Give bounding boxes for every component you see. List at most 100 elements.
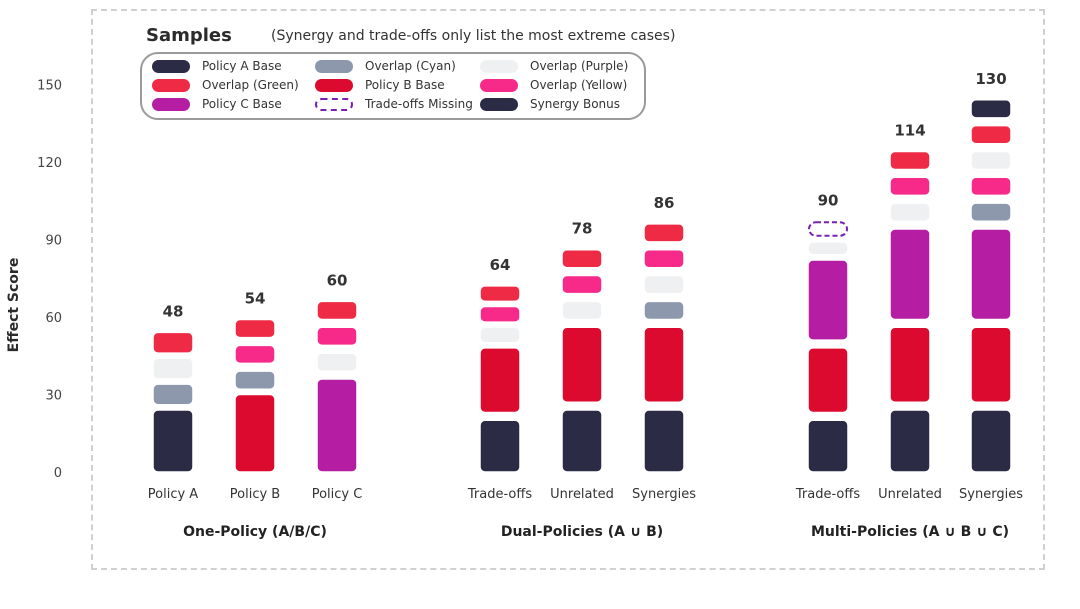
bar-total-label: 64 <box>490 256 511 274</box>
bar-segment-overlap-purple <box>561 300 603 321</box>
bar-segment-overlap-green <box>479 285 521 303</box>
legend-label: Policy B Base <box>365 78 445 92</box>
x-tick-label: Trade-offs <box>467 487 532 502</box>
legend-item-synergy-bonus: Synergy Bonus <box>480 95 620 113</box>
legend-swatch <box>315 78 353 92</box>
x-tick-label: Policy B <box>230 487 280 502</box>
legend-label: Overlap (Green) <box>202 78 299 92</box>
y-tick-label: 90 <box>45 233 62 248</box>
bar-segment-overlap-yellow <box>970 176 1012 197</box>
bar-segment-overlap-yellow <box>643 248 685 269</box>
legend-label: Policy C Base <box>202 97 282 111</box>
legend-swatch <box>315 59 353 73</box>
bar-segment-policy-b-base <box>479 347 521 414</box>
bar-segment-overlap-purple <box>807 241 849 256</box>
legend-item-overlap-yellow: Overlap (Yellow) <box>480 76 627 94</box>
legend-label: Trade-offs Missing <box>365 97 473 111</box>
y-tick-label: 60 <box>45 311 62 326</box>
bar-segment-overlap-purple <box>316 352 358 372</box>
bar-segment-overlap-yellow <box>234 344 276 365</box>
bar-segment-trade-offs-missing <box>808 221 848 237</box>
bar-segment-overlap-yellow <box>889 176 931 197</box>
bar-segment-overlap-purple <box>889 202 931 223</box>
legend-label: Overlap (Yellow) <box>530 78 628 92</box>
x-tick-label: Synergies <box>632 487 696 502</box>
legend-item-policy-c-base: Policy C Base <box>152 95 282 113</box>
bar-segment-overlap-green <box>561 248 603 269</box>
legend-swatch <box>480 59 518 73</box>
bar-segment-overlap-green <box>234 318 276 339</box>
legend-item-policy-a-base: Policy A Base <box>152 57 282 75</box>
bar-total-label: 48 <box>163 302 184 320</box>
legend-title: Samples <box>146 25 232 46</box>
bar-segment-policy-b-base <box>970 326 1012 403</box>
bar-segment-policy-c-base <box>970 228 1012 321</box>
legend-swatch <box>480 78 518 92</box>
bar-segment-overlap-purple <box>479 326 521 344</box>
bar-segment-policy-a-base <box>970 409 1012 473</box>
x-tick-label: Trade-offs <box>795 487 860 502</box>
bar-segment-policy-a-base <box>561 409 603 473</box>
bar-total-label: 54 <box>245 289 266 307</box>
y-tick-label: 150 <box>37 78 62 93</box>
bar-segment-policy-c-base <box>807 259 849 341</box>
bar-segment-overlap-cyan <box>643 300 685 321</box>
legend-note: (Synergy and trade-offs only list the mo… <box>271 28 676 44</box>
legend-label: Overlap (Purple) <box>530 59 629 73</box>
legend-swatch <box>152 97 190 111</box>
bar-segment-overlap-green <box>643 223 685 243</box>
x-tick-label: Unrelated <box>550 487 614 502</box>
bar-segment-policy-a-base <box>889 409 931 473</box>
y-tick-label: 30 <box>45 388 62 403</box>
bar-segment-policy-a-base <box>479 419 521 473</box>
bar-segment-overlap-purple <box>643 274 685 295</box>
chart-frame <box>91 9 1045 570</box>
bar-segment-overlap-yellow <box>561 274 603 295</box>
group-label: Dual-Policies (A ∪ B) <box>501 524 663 540</box>
legend-item-trade-offs-missing: Trade-offs Missing <box>315 95 473 113</box>
group-label: Multi-Policies (A ∪ B ∪ C) <box>811 524 1009 540</box>
bar-segment-overlap-green <box>316 300 358 321</box>
bar-segment-overlap-cyan <box>970 202 1012 223</box>
legend-item-overlap-cyan: Overlap (Cyan) <box>315 57 456 75</box>
x-tick-label: Synergies <box>959 487 1023 502</box>
bar-segment-overlap-yellow <box>479 305 521 323</box>
bar-segment-overlap-green <box>970 124 1012 145</box>
bar-segment-policy-b-base <box>807 347 849 414</box>
legend-swatch <box>480 97 518 111</box>
bar-segment-policy-c-base <box>889 228 931 321</box>
bar-segment-policy-a-base <box>152 409 194 473</box>
bar-segment-overlap-cyan <box>234 370 276 391</box>
bar-segment-policy-a-base <box>807 419 849 473</box>
bar-segment-policy-c-base <box>316 378 358 473</box>
legend-item-overlap-green: Overlap (Green) <box>152 76 299 94</box>
bar-segment-policy-b-base <box>643 326 685 403</box>
bar-segment-policy-b-base <box>561 326 603 403</box>
bar-segment-policy-a-base <box>643 409 685 473</box>
y-tick-label: 0 <box>54 466 62 481</box>
bar-segment-overlap-green <box>152 331 194 354</box>
bar-total-label: 60 <box>327 271 348 289</box>
bar-segment-synergy-bonus <box>970 99 1012 119</box>
bar-total-label: 78 <box>572 220 593 238</box>
bar-segment-policy-b-base <box>234 393 276 473</box>
legend-swatch <box>315 97 353 111</box>
legend-item-overlap-purple: Overlap (Purple) <box>480 57 628 75</box>
x-tick-label: Policy C <box>312 487 363 502</box>
legend-label: Policy A Base <box>202 59 282 73</box>
legend-swatch <box>152 59 190 73</box>
x-tick-label: Unrelated <box>878 487 942 502</box>
bar-segment-overlap-yellow <box>316 326 358 347</box>
bar-segment-overlap-cyan <box>152 383 194 406</box>
y-tick-label: 120 <box>37 156 62 171</box>
bar-segment-overlap-green <box>889 150 931 171</box>
bar-total-label: 114 <box>894 121 925 139</box>
bar-segment-overlap-purple <box>970 150 1012 171</box>
bar-total-label: 90 <box>818 191 839 209</box>
legend-label: Overlap (Cyan) <box>365 59 456 73</box>
bar-total-label: 86 <box>654 194 675 212</box>
x-tick-label: Policy A <box>148 487 199 502</box>
bar-segment-overlap-purple <box>152 357 194 380</box>
legend-item-policy-b-base: Policy B Base <box>315 76 445 94</box>
